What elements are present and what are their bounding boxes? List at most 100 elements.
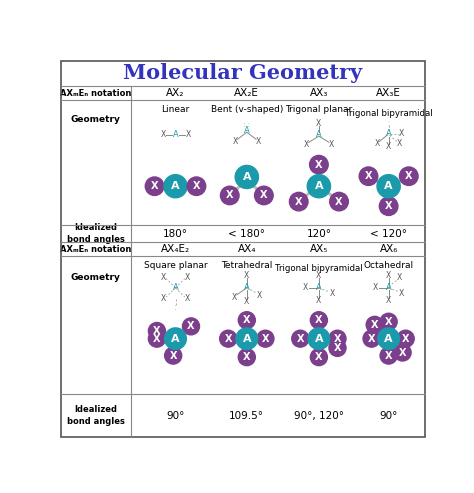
Text: Idealized
bond angles: Idealized bond angles [67, 405, 125, 426]
Text: X: X [329, 289, 335, 298]
Text: 90°: 90° [166, 411, 185, 421]
Text: X: X [386, 296, 391, 305]
Text: X: X [184, 273, 190, 282]
Circle shape [329, 330, 346, 347]
Text: Linear: Linear [161, 106, 190, 114]
Circle shape [182, 318, 200, 335]
Circle shape [329, 340, 346, 356]
Text: Tetrahedral: Tetrahedral [221, 261, 273, 270]
Text: X: X [386, 271, 391, 280]
Circle shape [292, 330, 309, 347]
Text: X: X [151, 181, 158, 191]
Circle shape [164, 328, 186, 350]
Circle shape [220, 186, 239, 205]
Text: 109.5°: 109.5° [229, 411, 264, 421]
Circle shape [378, 328, 400, 350]
Text: Idealized
bond angles: Idealized bond angles [67, 223, 125, 244]
Text: :: : [387, 119, 390, 128]
Text: A: A [173, 130, 178, 139]
Text: X: X [185, 130, 191, 139]
Text: AX₃E: AX₃E [376, 88, 401, 98]
Text: X: X [402, 334, 410, 344]
Circle shape [308, 328, 330, 350]
Circle shape [238, 349, 255, 366]
Text: X: X [260, 190, 268, 201]
Text: X: X [262, 334, 269, 344]
Text: AX₄: AX₄ [237, 245, 256, 254]
Circle shape [359, 167, 378, 185]
Circle shape [164, 175, 187, 198]
Text: X: X [385, 201, 392, 211]
Text: A: A [243, 172, 251, 182]
Text: X: X [226, 190, 234, 201]
Text: A: A [315, 181, 323, 191]
Text: X: X [233, 137, 238, 146]
Text: A: A [244, 126, 250, 135]
Text: : :: : : [243, 122, 250, 128]
Text: A: A [171, 181, 180, 191]
Text: Geometry: Geometry [71, 115, 120, 124]
Circle shape [238, 312, 255, 329]
Text: X: X [192, 181, 200, 191]
Text: X: X [304, 140, 309, 149]
Text: X: X [373, 283, 378, 292]
Circle shape [290, 192, 308, 211]
Text: X: X [161, 273, 166, 282]
Text: X: X [405, 171, 412, 181]
Text: X: X [153, 326, 161, 336]
Circle shape [380, 347, 397, 364]
Text: X: X [328, 140, 334, 149]
Text: X: X [315, 315, 323, 325]
Circle shape [257, 330, 274, 347]
Text: A: A [384, 334, 393, 344]
Text: Trigonal bipyramidal: Trigonal bipyramidal [345, 108, 432, 117]
Circle shape [366, 317, 383, 333]
Circle shape [148, 330, 165, 347]
Text: X: X [385, 351, 392, 360]
Circle shape [236, 328, 258, 350]
Text: X: X [184, 294, 190, 303]
Text: A: A [243, 334, 251, 344]
Text: X: X [397, 273, 402, 282]
Text: 90°: 90° [380, 411, 398, 421]
Text: 180°: 180° [163, 229, 188, 239]
Text: X: X [256, 291, 262, 300]
Text: X: X [368, 334, 375, 344]
Circle shape [164, 347, 182, 364]
Text: AX₄E₂: AX₄E₂ [161, 245, 190, 254]
Text: Trigonal planar: Trigonal planar [285, 106, 353, 114]
Text: Square planar: Square planar [144, 261, 207, 270]
Circle shape [330, 192, 348, 211]
Text: X: X [399, 348, 406, 357]
Text: Bent (v-shaped): Bent (v-shaped) [210, 106, 283, 114]
Text: A: A [173, 283, 178, 292]
Text: X: X [225, 334, 232, 344]
Text: AXₘEₙ notation: AXₘEₙ notation [60, 89, 131, 98]
Text: A: A [315, 334, 323, 344]
Text: X: X [187, 321, 195, 331]
Text: A: A [384, 181, 393, 191]
Text: X: X [303, 283, 308, 292]
Text: Geometry: Geometry [71, 273, 120, 282]
Text: X: X [374, 140, 380, 148]
Text: A: A [171, 334, 180, 344]
Text: X: X [244, 297, 249, 306]
Text: AX₅: AX₅ [310, 245, 328, 254]
Circle shape [394, 344, 411, 361]
Text: A: A [386, 283, 392, 292]
Text: X: X [161, 294, 166, 303]
Text: X: X [334, 343, 341, 353]
Circle shape [187, 177, 206, 195]
Text: X: X [316, 296, 321, 305]
Circle shape [377, 175, 400, 198]
Text: AX₃: AX₃ [310, 88, 328, 98]
Text: Molecular Geometry: Molecular Geometry [123, 63, 363, 83]
Circle shape [148, 322, 165, 340]
Text: X: X [335, 197, 343, 207]
Text: 120°: 120° [306, 229, 331, 239]
Text: X: X [371, 320, 378, 330]
Text: AX₂E: AX₂E [234, 88, 259, 98]
Text: X: X [399, 289, 404, 298]
Text: X: X [365, 171, 372, 181]
Text: X: X [232, 292, 237, 302]
